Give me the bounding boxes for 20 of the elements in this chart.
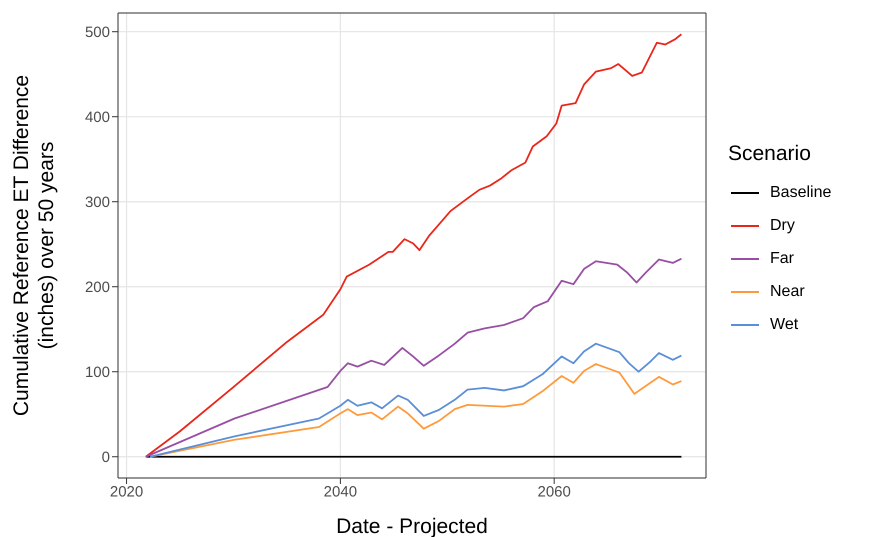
y-tick-label: 200: [84, 279, 110, 296]
x-tick-label: 2040: [324, 484, 358, 501]
legend-label: Wet: [770, 316, 798, 334]
line-series: [149, 342, 682, 458]
legend-label: Far: [770, 250, 794, 268]
y-tick-label: 400: [84, 109, 110, 126]
y-tick-label: 300: [84, 194, 110, 212]
y-tick-label: 100: [84, 364, 110, 382]
y-tick-label: 0: [102, 449, 110, 466]
line-series: [144, 258, 682, 458]
y-axis-title: Cumulative Reference ET Difference (inches) over 50 years: [10, 74, 58, 416]
line-series: [144, 33, 682, 458]
x-axis-title: Date - Projected: [336, 515, 488, 537]
y-tick-label: 500: [84, 24, 110, 42]
legend-label: Baseline: [770, 184, 832, 202]
x-tick-label: 2060: [538, 484, 571, 501]
legend-title: Scenario: [728, 142, 812, 166]
legend-label: Near: [770, 282, 805, 300]
x-tick-label: 2020: [110, 484, 144, 501]
legend-label: Dry: [770, 216, 795, 234]
